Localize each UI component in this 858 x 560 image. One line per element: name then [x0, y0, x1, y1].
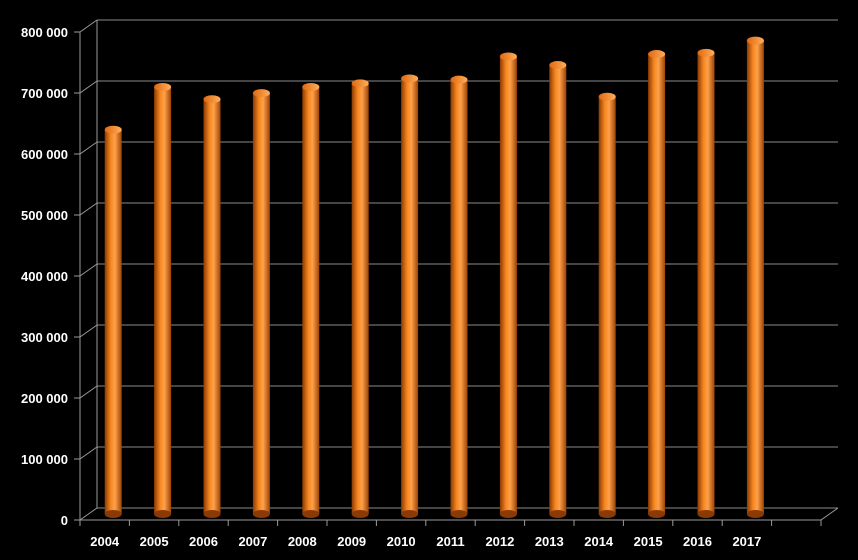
bar-cap	[351, 79, 369, 88]
bar-cap	[203, 95, 221, 104]
bar-2010	[401, 74, 419, 518]
x-tick-label: 2012	[485, 534, 514, 549]
y-tick-label: 300 000	[21, 330, 68, 345]
x-tick-label: 2014	[584, 534, 614, 549]
bar-body	[351, 83, 369, 514]
bar-base	[302, 510, 320, 518]
bar-2005	[154, 83, 172, 518]
bar-2008	[302, 83, 320, 518]
bar-cap	[401, 74, 419, 83]
bar-2009	[351, 79, 369, 518]
y-tick-labels: 0 100 000 200 000 300 000 400 000 500 000 600 …	[21, 25, 68, 528]
x-tick-label: 2009	[337, 534, 366, 549]
y-tick-label: 200 000	[21, 391, 68, 406]
bar-base	[697, 510, 715, 518]
gridline-diagonal	[79, 141, 98, 155]
bar-base	[746, 510, 764, 518]
bar-cap	[549, 61, 567, 70]
gridline-diagonal	[79, 446, 98, 460]
bar-cap	[104, 125, 122, 134]
bar-body	[401, 78, 419, 515]
bar-2012	[499, 52, 517, 518]
bar-body	[252, 93, 270, 514]
x-tick-label: 2007	[238, 534, 267, 549]
bar-body	[104, 129, 122, 514]
bar-body	[598, 96, 616, 514]
bar-base	[154, 510, 172, 518]
gridline-diagonal	[79, 80, 98, 94]
y-tick-label: 500 000	[21, 208, 68, 223]
gridline-diagonal	[79, 202, 98, 216]
bar-body	[203, 99, 221, 514]
y-tick-label: 100 000	[21, 452, 68, 467]
gridline-diagonal	[79, 324, 98, 338]
x-tick-label: 2005	[140, 534, 169, 549]
bar-2006	[203, 95, 221, 518]
y-tick-label: 0	[61, 513, 68, 528]
bar-body	[499, 56, 517, 514]
x-tick-label: 2015	[634, 534, 663, 549]
bar-cap	[746, 36, 764, 45]
gridline-diagonal	[79, 263, 98, 277]
x-tick-label: 2010	[387, 534, 416, 549]
bar-body	[450, 79, 468, 515]
floor-edge	[820, 507, 839, 521]
bar-base	[499, 510, 517, 518]
gridline-diagonal	[79, 385, 98, 399]
bar-cap	[697, 48, 715, 57]
y-tick-label: 700 000	[21, 86, 68, 101]
bar-cap	[499, 52, 517, 61]
x-tick-label: 2006	[189, 534, 218, 549]
bar-2011	[450, 75, 468, 518]
bar-cap	[598, 92, 616, 101]
bar-base	[104, 510, 122, 518]
bar-2004	[104, 125, 122, 518]
axis-layer	[74, 20, 839, 526]
bar-base	[203, 510, 221, 518]
bar-2014	[598, 92, 616, 518]
bar-body	[154, 87, 172, 514]
bar-cap	[450, 75, 468, 84]
y-tick-label: 600 000	[21, 147, 68, 162]
bars-layer	[104, 36, 764, 518]
bar-2013	[549, 61, 567, 518]
bar-base	[598, 510, 616, 518]
bar-base	[351, 510, 369, 518]
x-tick-label: 2017	[732, 534, 761, 549]
bar-body	[746, 40, 764, 514]
bar-cap	[154, 83, 172, 91]
bar-cap	[648, 50, 666, 59]
bar-base	[401, 510, 419, 518]
bar-base	[648, 510, 666, 518]
x-tick-labels: 2004 2005 2006 2007 2008 2009 2010 2011 2012 2013…	[90, 534, 761, 549]
bar-2007	[252, 89, 270, 518]
x-tick-label: 2004	[90, 534, 120, 549]
x-tick-label: 2008	[288, 534, 317, 549]
bar-base	[450, 510, 468, 518]
bar-cap	[252, 89, 270, 98]
x-tick-label: 2016	[683, 534, 712, 549]
x-tick-label: 2011	[436, 534, 464, 549]
x-tick-label: 2013	[535, 534, 564, 549]
bar-2017	[746, 36, 764, 518]
bar-cap	[302, 83, 320, 91]
bar-body	[302, 87, 320, 514]
bar-2015	[648, 50, 666, 518]
y-tick-label: 400 000	[21, 269, 68, 284]
bar-2016	[697, 48, 715, 518]
bar-base	[252, 510, 270, 518]
y-tick-label: 800 000	[21, 25, 68, 40]
bar-body	[648, 54, 666, 515]
bar-body	[697, 52, 715, 515]
gridline-diagonal	[79, 507, 98, 521]
bar-base	[549, 510, 567, 518]
gridline-diagonal	[79, 19, 98, 33]
bar-body	[549, 65, 567, 514]
